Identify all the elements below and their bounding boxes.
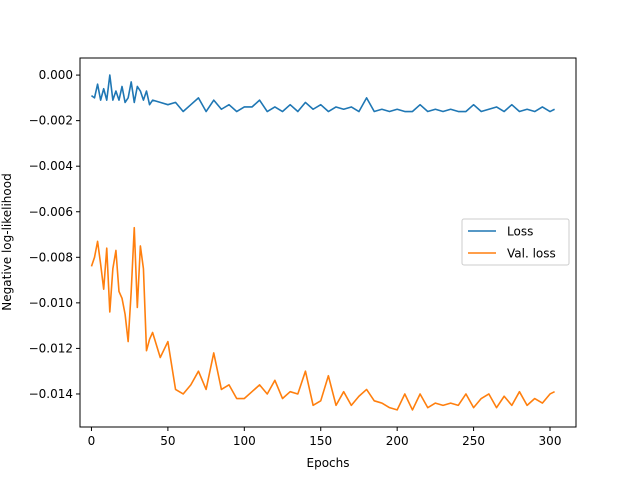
x-tick-label: 300 <box>539 434 562 448</box>
y-axis-ticks: 0.000 −0.002 −0.004 −0.006 −0.008 −0.010 −0.01… <box>29 68 80 401</box>
y-tick-label: 0.000 <box>39 68 73 82</box>
x-tick-label: 250 <box>462 434 485 448</box>
series-line-val-loss <box>90 226 555 411</box>
x-tick-label: 200 <box>386 434 409 448</box>
legend: Loss Val. loss <box>461 218 570 266</box>
y-tick-label: −0.012 <box>29 341 73 355</box>
series-line-loss <box>90 74 555 113</box>
y-tick-label: −0.006 <box>29 205 73 219</box>
y-tick-label: −0.008 <box>29 250 73 264</box>
y-tick-label: −0.002 <box>29 114 73 128</box>
legend-label-val-loss: Val. loss <box>507 247 556 261</box>
y-tick-label: −0.014 <box>29 387 73 401</box>
x-axis-ticks: 0 50 100 150 200 250 300 <box>88 427 562 448</box>
x-tick-label: 0 <box>88 434 96 448</box>
y-tick-label: −0.010 <box>29 296 73 310</box>
x-tick-label: 100 <box>233 434 256 448</box>
x-tick-label: 150 <box>309 434 332 448</box>
y-axis-label: Negative log-likelihood <box>0 173 14 310</box>
x-tick-label: 50 <box>160 434 175 448</box>
y-tick-label: −0.004 <box>29 159 73 173</box>
legend-label-loss: Loss <box>507 225 533 239</box>
x-axis-label: Epochs <box>307 456 350 470</box>
series-layer <box>90 74 555 411</box>
plot-area-frame <box>79 57 577 428</box>
